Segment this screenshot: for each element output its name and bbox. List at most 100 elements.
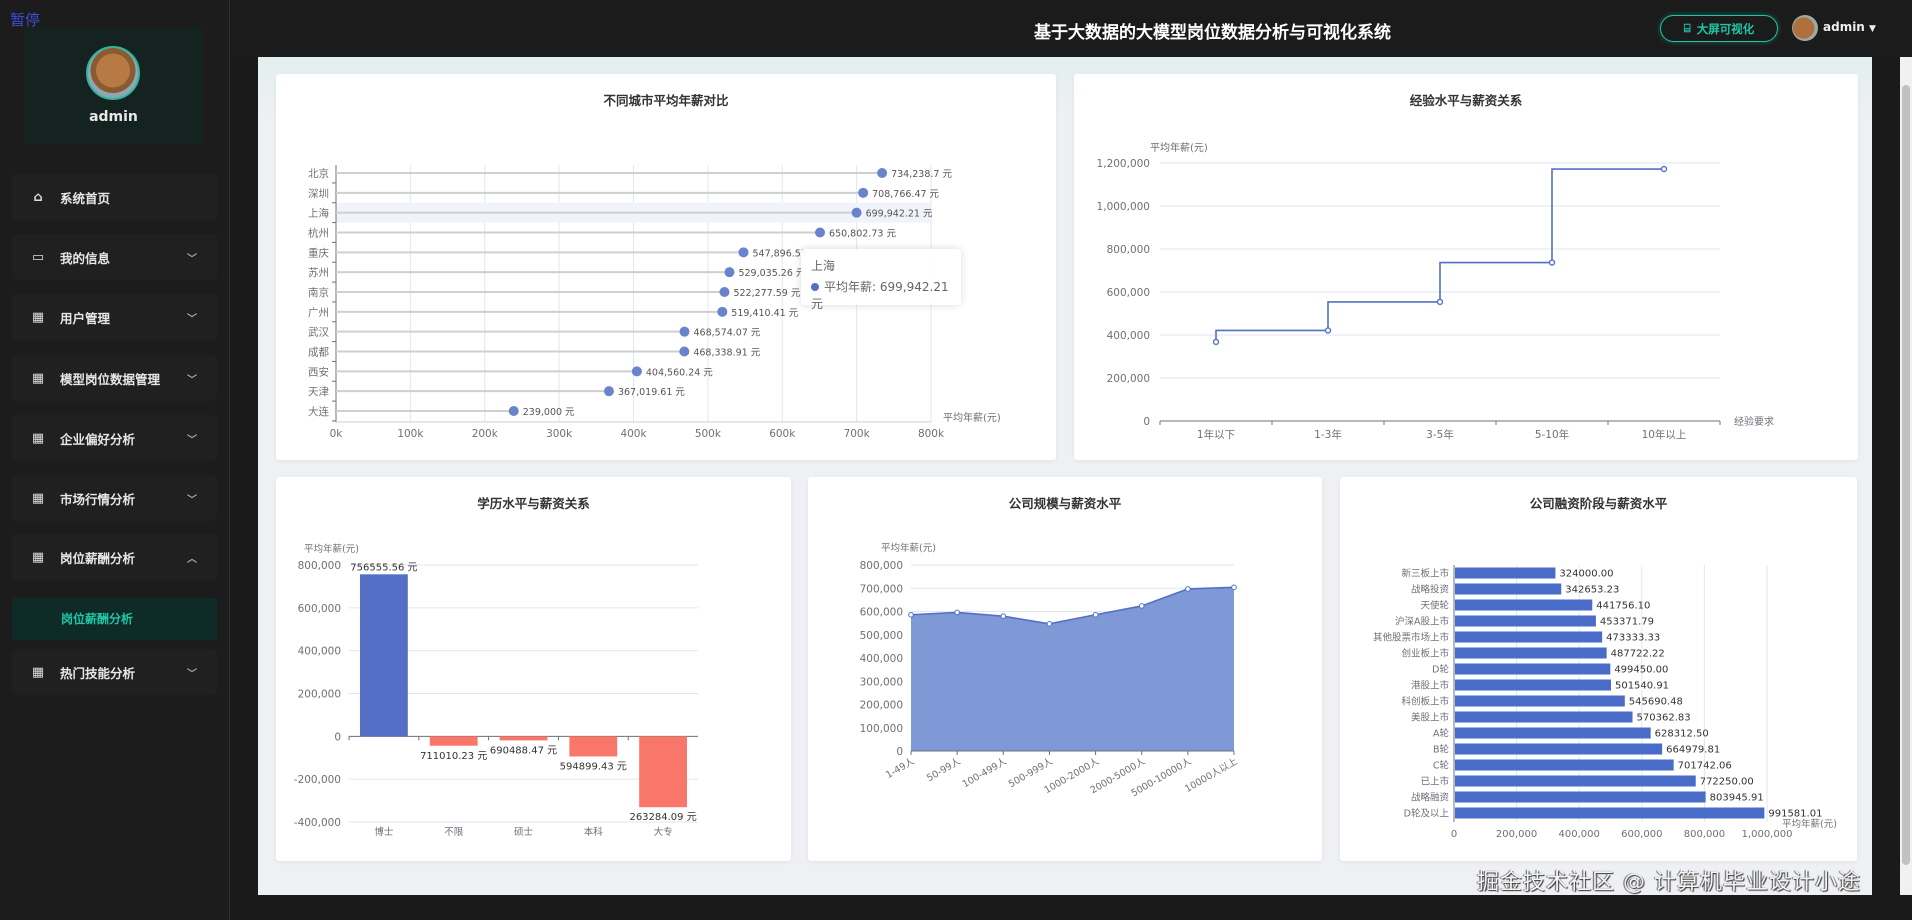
- data-point: [1548, 259, 1556, 266]
- bar: [1455, 647, 1607, 659]
- y-axis-name: 平均年薪(元): [1150, 141, 1208, 154]
- y-tick-label: 400,000: [860, 653, 903, 665]
- grid-icon: ▦: [31, 490, 45, 506]
- y-category-label: 战略投资: [1411, 584, 1450, 596]
- y-tick-label: 200,000: [860, 700, 903, 712]
- sidebar: admin ⌂ 系统首页 ▭ 我的信息 ﹀ ▦ 用户管理 ﹀ ▦ 模型岗位数据管理 ﹀ ▦ 企业偏好分析…: [0, 0, 230, 920]
- sidebar-item-6[interactable]: ▦ 岗位薪酬分析 ︿: [12, 534, 217, 580]
- data-label: 756555.56 元: [350, 562, 417, 573]
- data-point: [1185, 586, 1191, 592]
- sidebar-item-5[interactable]: ▦ 市场行情分析 ﹀: [12, 475, 217, 521]
- sidebar-item-0[interactable]: ⌂ 系统首页: [12, 174, 217, 220]
- y-category-label: D轮及以上: [1404, 808, 1450, 820]
- y-tick-label: 200,000: [298, 689, 341, 701]
- data-point: [679, 346, 690, 357]
- bar: [639, 736, 687, 808]
- data-label: 734,238.7 元: [891, 169, 952, 180]
- sidebar-item-1[interactable]: ▭ 我的信息 ﹀: [12, 234, 217, 280]
- profile-card: admin: [24, 27, 203, 144]
- experience-salary-chart: 0 200,000 400,000 600,000 800,000 1,000,000 1,…: [1097, 141, 1774, 441]
- company-size-salary-card: 公司规模与薪资水平 0 100,000 200,000 300,000 400,000 5…: [808, 477, 1322, 861]
- y-tick-label: -400,000: [294, 817, 341, 829]
- bar: [1455, 711, 1633, 723]
- y-category-label: 其他股票市场上市: [1373, 632, 1450, 644]
- x-tick-label: 800k: [918, 428, 945, 440]
- grid-icon: ▦: [31, 370, 45, 386]
- chevron-down-icon: ﹀: [187, 253, 197, 265]
- area-fill: [911, 587, 1234, 751]
- chevron-down-icon: ﹀: [187, 494, 197, 506]
- sidebar-subitem-salary-analysis[interactable]: 岗位薪酬分析: [12, 598, 217, 640]
- user-menu[interactable]: admin ▼: [1823, 20, 1876, 34]
- chart-tooltip: 上海 平均年薪: 699,942.21 元: [801, 249, 961, 311]
- data-point: [717, 306, 728, 317]
- avatar[interactable]: [86, 46, 140, 100]
- y-category-label: C轮: [1433, 760, 1450, 772]
- y-tick-label: 200,000: [1107, 373, 1150, 385]
- y-tick-label: 1,000,000: [1097, 201, 1150, 213]
- area-line: [910, 586, 1235, 625]
- big-screen-label: 大屏可视化: [1696, 21, 1755, 36]
- user-avatar[interactable]: [1792, 15, 1818, 41]
- chevron-down-icon: ﹀: [187, 313, 197, 325]
- chevron-down-icon: ﹀: [187, 434, 197, 446]
- x-tick-label: 200,000: [1496, 829, 1537, 840]
- y-category-label: 武汉: [308, 326, 329, 339]
- data-point: [1138, 603, 1145, 609]
- y-category-label: 天使轮: [1420, 600, 1449, 612]
- x-tick-label: 500k: [695, 428, 722, 440]
- y-axis-name: 平均年薪(元): [881, 542, 936, 554]
- y-category-label: 港股上市: [1411, 680, 1450, 692]
- y-category-label: 深圳: [308, 188, 329, 200]
- data-point: [908, 611, 914, 618]
- bar: [1455, 695, 1625, 707]
- x-tick-label: 700k: [844, 428, 871, 440]
- data-label: 453371.79: [1600, 617, 1654, 628]
- data-label: 545690.48: [1629, 697, 1683, 708]
- data-label: 701742.06: [1678, 761, 1732, 772]
- scrollbar[interactable]: [1900, 57, 1912, 895]
- data-point: [1092, 611, 1099, 618]
- y-category-label: 杭州: [308, 227, 329, 240]
- pause-label[interactable]: 暂停: [10, 11, 41, 29]
- y-tick-label: 0: [1143, 416, 1150, 428]
- data-label: 501540.91: [1615, 681, 1669, 692]
- data-point: [719, 287, 730, 297]
- y-category-label: A轮: [1433, 728, 1449, 740]
- data-point: [858, 187, 869, 198]
- data-label: 594899.43 元: [560, 761, 627, 772]
- big-screen-button[interactable]: ⌸ 大屏可视化: [1660, 15, 1778, 42]
- data-label: 529,035.26 元: [738, 268, 805, 279]
- sidebar-item-3[interactable]: ▦ 模型岗位数据管理 ﹀: [12, 355, 217, 401]
- x-tick-label: 300k: [546, 428, 573, 440]
- y-tick-label: 500,000: [860, 630, 903, 642]
- bar: [1455, 631, 1603, 643]
- chart-title: 公司规模与薪资水平: [1008, 496, 1122, 511]
- data-point: [724, 267, 735, 278]
- top-header: 基于大数据的大模型岗位数据分析与可视化系统 ⌸ 大屏可视化 admin ▼: [231, 0, 1912, 57]
- data-label: 690488.47 元: [490, 745, 557, 756]
- bar: [1455, 807, 1765, 819]
- x-tick-label: 800,000: [1684, 829, 1725, 840]
- sidebar-item-4[interactable]: ▦ 企业偏好分析 ﹀: [12, 415, 217, 461]
- bar: [1455, 791, 1706, 803]
- y-category-label: D轮: [1432, 664, 1449, 676]
- sidebar-item-label: 企业偏好分析: [60, 431, 136, 447]
- data-label: 522,277.59 元: [733, 288, 800, 299]
- data-label: 342653.23: [1565, 585, 1619, 596]
- scrollbar-thumb[interactable]: [1902, 85, 1910, 865]
- data-label: 711010.23 元: [420, 751, 487, 762]
- data-point: [738, 247, 749, 258]
- y-category-label: 科创板上市: [1401, 696, 1449, 708]
- sidebar-item-7[interactable]: ▦ 热门技能分析 ﹀: [12, 649, 217, 695]
- bar: [569, 736, 618, 757]
- step-line: [1215, 168, 1664, 342]
- data-label: 650,802.73 元: [829, 229, 896, 240]
- bar: [360, 574, 408, 737]
- y-tick-label: -200,000: [294, 774, 341, 786]
- sidebar-item-2[interactable]: ▦ 用户管理 ﹀: [12, 294, 217, 340]
- data-label: 404,560.24 元: [646, 367, 713, 378]
- company-size-salary-chart: 0 100,000 200,000 300,000 400,000 500,000 600,…: [860, 542, 1240, 799]
- data-point: [631, 366, 642, 377]
- chevron-down-icon: ﹀: [187, 374, 197, 386]
